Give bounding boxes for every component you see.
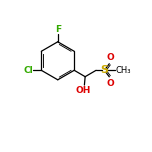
Text: OH: OH — [76, 86, 91, 95]
Text: O: O — [107, 53, 115, 62]
Text: Cl: Cl — [23, 66, 33, 75]
Text: F: F — [55, 25, 61, 34]
Text: O: O — [107, 79, 115, 88]
Text: S: S — [100, 65, 109, 75]
Text: CH₃: CH₃ — [116, 66, 131, 75]
